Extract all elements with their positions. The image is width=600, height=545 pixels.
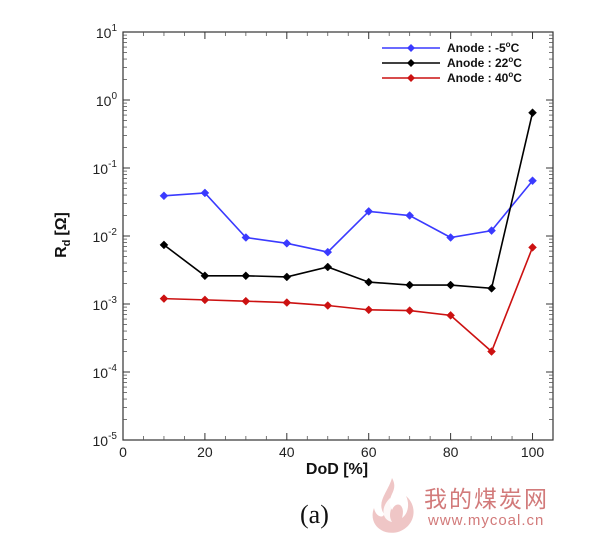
data-point	[528, 243, 537, 252]
data-point	[159, 240, 169, 250]
figure-caption: (a)	[300, 500, 329, 529]
data-point	[200, 295, 210, 305]
watermark-url: www.mycoal.cn	[428, 512, 545, 529]
data-point	[487, 226, 496, 235]
data-point	[446, 280, 455, 290]
data-point	[364, 305, 374, 315]
legend-marker	[407, 59, 415, 67]
series-line	[163, 247, 534, 353]
legend-label: Anode : 40oC	[447, 70, 522, 85]
x-axis-title: DoD [%]	[306, 461, 368, 478]
data-point	[200, 188, 210, 198]
x-tick-label: 0	[119, 444, 127, 460]
y-axis-title-sub: d	[61, 240, 73, 247]
y-axis-title: Rd [Ω]	[53, 212, 73, 258]
y-tick-label: 10-4	[93, 363, 118, 381]
data-point	[282, 238, 292, 248]
data-point	[528, 108, 537, 118]
legend-marker	[407, 74, 415, 82]
x-tick-label: 20	[197, 444, 213, 460]
x-tick-label: 40	[279, 444, 295, 460]
flame-logo-icon	[372, 478, 414, 533]
y-tick-label: 101	[96, 23, 118, 41]
y-tick-label: 10-1	[93, 159, 118, 177]
data-point	[364, 277, 374, 287]
legend-label: Anode : -5oC	[447, 40, 520, 55]
series-line	[163, 180, 534, 253]
data-point	[282, 298, 292, 307]
series-line	[163, 112, 534, 290]
plot-area-border	[122, 31, 554, 441]
legend-marker	[407, 44, 415, 52]
plot-frame	[122, 31, 554, 441]
data-point	[323, 301, 333, 310]
data-point	[241, 296, 251, 306]
data-point	[241, 233, 251, 242]
data-point	[200, 271, 210, 281]
data-point	[159, 191, 169, 201]
data-point	[159, 294, 169, 303]
data-point	[528, 176, 537, 186]
data-point	[446, 311, 455, 320]
data-point	[487, 347, 496, 356]
series-layer	[159, 108, 537, 356]
legend-label: Anode : 22oC	[447, 55, 522, 70]
y-tick-label: 10-3	[93, 295, 118, 313]
watermark: 我的煤炭网 www.mycoal.cn	[362, 474, 592, 536]
data-point	[405, 306, 415, 315]
y-tick-label: 10-2	[93, 227, 118, 245]
data-point	[446, 233, 455, 242]
data-point	[364, 207, 374, 216]
y-axis-title-unit: [Ω]	[53, 212, 70, 235]
y-axis: 10-5 10-4 10-3 10-2 10-1 100 101	[93, 23, 553, 449]
data-point	[323, 262, 333, 272]
data-point	[405, 211, 415, 220]
data-point	[487, 283, 496, 293]
series-0	[159, 176, 537, 257]
y-tick-label: 10-5	[93, 431, 118, 449]
data-point	[241, 271, 251, 281]
series-2	[159, 243, 537, 356]
x-axis: 0 20 40 60 80 100	[119, 32, 544, 460]
data-point	[323, 247, 333, 257]
data-point	[405, 280, 415, 290]
x-tick-label: 80	[443, 444, 459, 460]
y-axis-title-main: R	[53, 246, 70, 258]
x-tick-label: 100	[521, 444, 545, 460]
x-tick-label: 60	[361, 444, 377, 460]
y-tick-label: 100	[96, 91, 118, 109]
watermark-title: 我的煤炭网	[424, 487, 549, 513]
series-1	[159, 108, 537, 293]
data-point	[282, 272, 292, 282]
